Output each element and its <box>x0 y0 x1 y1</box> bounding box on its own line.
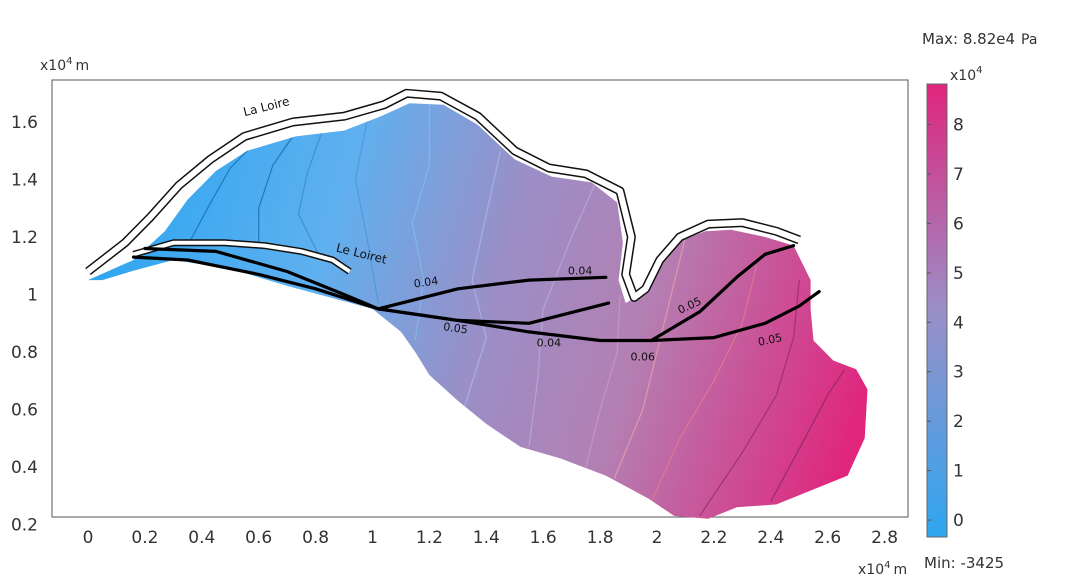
colorbar-tick-label: 0 <box>953 511 964 531</box>
y-tick-label: 1 <box>27 286 38 306</box>
x-tick-label: 0 <box>83 528 94 548</box>
y-tick-label: 0.8 <box>11 343 38 363</box>
isobar-line <box>354 121 379 304</box>
river-label: La Loire <box>242 94 291 119</box>
x-tick-label: 1.8 <box>587 528 614 548</box>
x-tick-label: 0.4 <box>188 528 215 548</box>
flow-path <box>376 275 608 311</box>
x-tick-label: 0.6 <box>245 528 272 548</box>
isobar-line <box>528 185 595 447</box>
y-tick-label: 1.4 <box>11 171 38 191</box>
loire-river-inner <box>86 90 801 301</box>
flow-path <box>131 255 380 311</box>
y-axis-unit: x104 m <box>40 56 89 74</box>
y-tick-label: 1.2 <box>11 228 38 248</box>
colorbar-scale: x104 <box>950 65 982 84</box>
colorbar: 0 1 2 3 4 5 6 7 8 Max: 8.82e4 Pa x104 Min: -3425 <box>922 30 1037 572</box>
colorbar-tick-label: 2 <box>953 412 964 432</box>
velocity-label: 0.04 <box>413 274 439 290</box>
flow-path <box>143 246 380 311</box>
x-tick-label: 2.6 <box>814 528 841 548</box>
colorbar-tick-label: 7 <box>953 165 964 185</box>
x-tick-label: 1.4 <box>473 528 500 548</box>
flow-path <box>649 290 821 343</box>
isobar-line <box>613 236 687 479</box>
y-tick-label: 0.2 <box>11 516 38 536</box>
colorbar-min: Min: -3425 <box>924 554 1004 572</box>
colorbar-tick-label: 5 <box>953 264 964 284</box>
colorbar-tick-label: 8 <box>953 116 964 136</box>
x-tick-label: 2.8 <box>871 528 898 548</box>
field-region <box>88 103 868 519</box>
x-tick-labels: 0 0.2 0.4 0.6 0.8 1 1.2 1.4 1.6 1.8 2 2.2 2.4 2.6 2.8 <box>83 528 899 548</box>
plot-frame <box>51 79 909 518</box>
velocity-label: 0.04 <box>568 264 593 277</box>
loiret-river-inner <box>132 240 351 274</box>
isobar-line <box>297 133 322 261</box>
isobar-line <box>650 265 758 502</box>
x-tick-label: 1.6 <box>530 528 557 548</box>
isobar-line <box>187 144 254 246</box>
pressure-field <box>88 103 868 519</box>
isobar-line <box>699 280 800 517</box>
x-tick-label: 1.2 <box>416 528 443 548</box>
isobar-contours <box>187 104 846 517</box>
velocity-label: 0.04 <box>537 336 562 349</box>
velocity-label: 0.05 <box>757 331 784 349</box>
y-tick-labels: 0.2 0.4 0.6 0.8 1 1.2 1.4 1.6 <box>11 113 38 536</box>
x-tick-label: 0.8 <box>302 528 329 548</box>
flow-path <box>376 307 653 343</box>
x-tick-label: 0.2 <box>131 528 158 548</box>
colorbar-tick-label: 1 <box>953 462 964 482</box>
y-tick-label: 0.4 <box>11 458 38 478</box>
colorbar-tick-label: 3 <box>953 363 964 383</box>
colorbar-tick-label: 6 <box>953 214 964 234</box>
x-tick-label: 1 <box>367 528 378 548</box>
isobar-line <box>585 294 621 468</box>
x-tick-label: 2.4 <box>757 528 784 548</box>
y-tick-label: 0.6 <box>11 401 38 421</box>
velocity-label: 0.05 <box>442 320 468 336</box>
flow-path <box>649 244 796 343</box>
colorbar-tick-label: 4 <box>953 313 964 333</box>
colorbar-ramp <box>926 83 948 538</box>
isobar-line <box>258 136 294 249</box>
colorbar-max: Max: 8.82e4 Pa <box>922 30 1037 48</box>
y-tick-label: 1.6 <box>11 113 38 133</box>
x-axis-unit: x104 m <box>858 560 907 578</box>
x-tick-label: 2.2 <box>700 528 727 548</box>
colorbar-ticks: 0 1 2 3 4 5 6 7 8 <box>927 116 964 531</box>
flow-paths <box>131 244 821 343</box>
velocity-label: 0.06 <box>631 351 656 364</box>
x-tick-label: 2 <box>652 528 663 548</box>
isobar-line <box>770 368 846 502</box>
isobar-line <box>411 104 430 341</box>
isobar-line <box>462 150 502 410</box>
